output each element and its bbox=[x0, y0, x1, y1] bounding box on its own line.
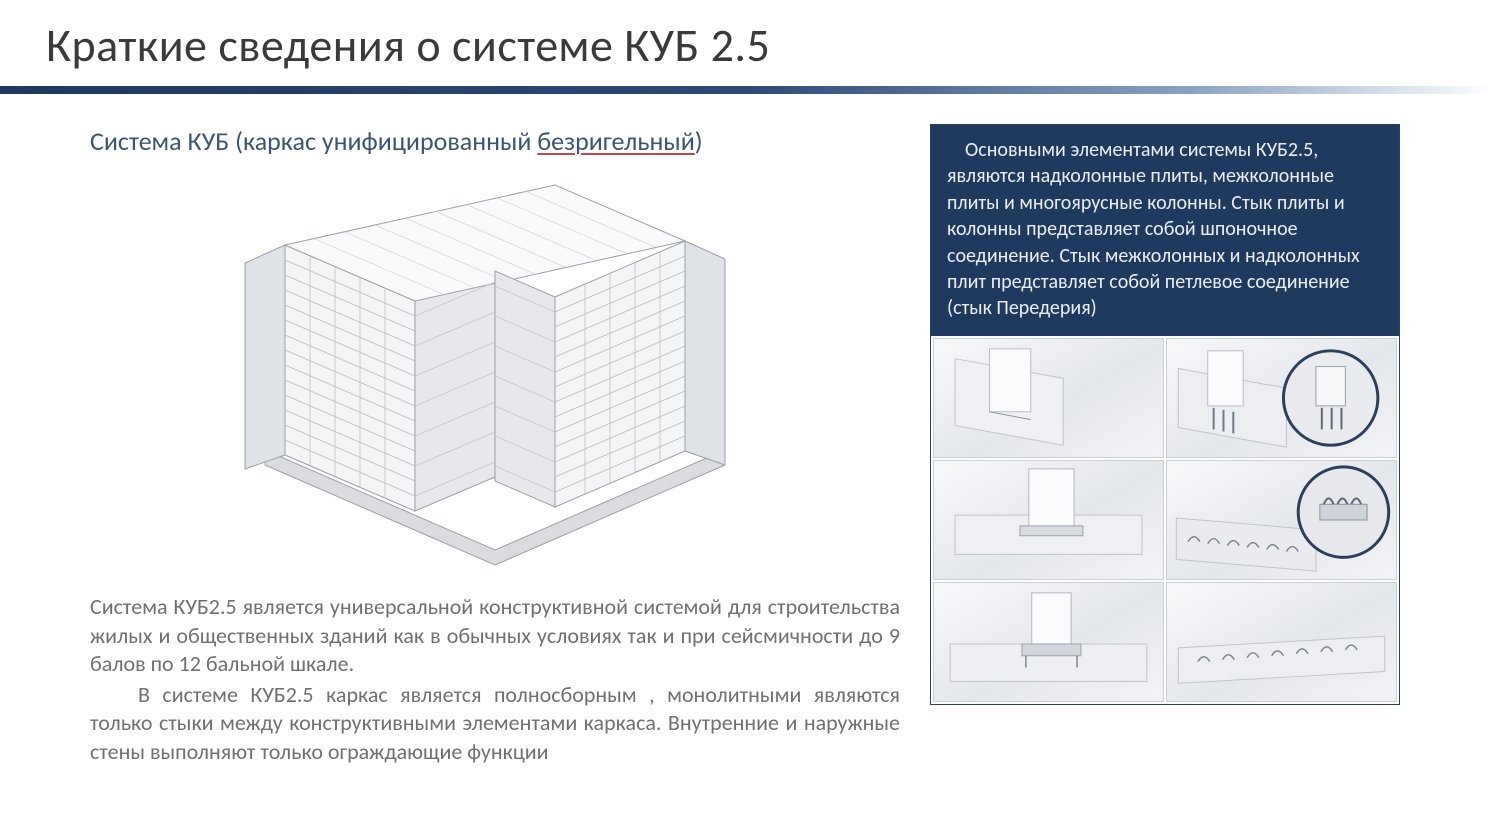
building-svg bbox=[225, 165, 765, 575]
thumb-column-base bbox=[933, 460, 1164, 580]
thumb-slab-loop-2 bbox=[1166, 582, 1397, 702]
thumbnail-grid bbox=[931, 336, 1399, 704]
info-box: Основными элементами системы КУБ2.5, явл… bbox=[930, 124, 1400, 705]
info-box-text: Основными элементами системы КУБ2.5, явл… bbox=[931, 125, 1399, 336]
paragraph-2: В системе КУБ2.5 каркас является полносб… bbox=[90, 681, 900, 767]
title-divider bbox=[0, 86, 1493, 94]
subtitle-link: безригельный bbox=[537, 125, 694, 157]
subtitle-suffix: ) bbox=[695, 125, 703, 157]
body-text: Система КУБ2.5 является универсальной ко… bbox=[90, 593, 900, 767]
subtitle-prefix: Система КУБ (каркас унифицированный bbox=[90, 125, 537, 157]
slide-root: Краткие сведения о системе КУБ 2.5 Систе… bbox=[0, 0, 1493, 837]
thumb-slab-loop-1 bbox=[1166, 460, 1397, 580]
building-illustration bbox=[90, 159, 900, 593]
slide-title: Краткие сведения о системе КУБ 2.5 bbox=[0, 0, 1493, 74]
thumb-column-top-2 bbox=[1166, 338, 1397, 458]
subtitle: Система КУБ (каркас унифицированный безр… bbox=[90, 124, 900, 159]
paragraph-1: Система КУБ2.5 является универсальной ко… bbox=[90, 593, 900, 679]
content-row: Система КУБ (каркас унифицированный безр… bbox=[0, 94, 1493, 767]
thumb-column-slab-joint bbox=[933, 582, 1164, 702]
right-column: Основными элементами системы КУБ2.5, явл… bbox=[930, 124, 1400, 767]
thumb-column-top-1 bbox=[933, 338, 1164, 458]
left-column: Система КУБ (каркас унифицированный безр… bbox=[90, 124, 900, 767]
